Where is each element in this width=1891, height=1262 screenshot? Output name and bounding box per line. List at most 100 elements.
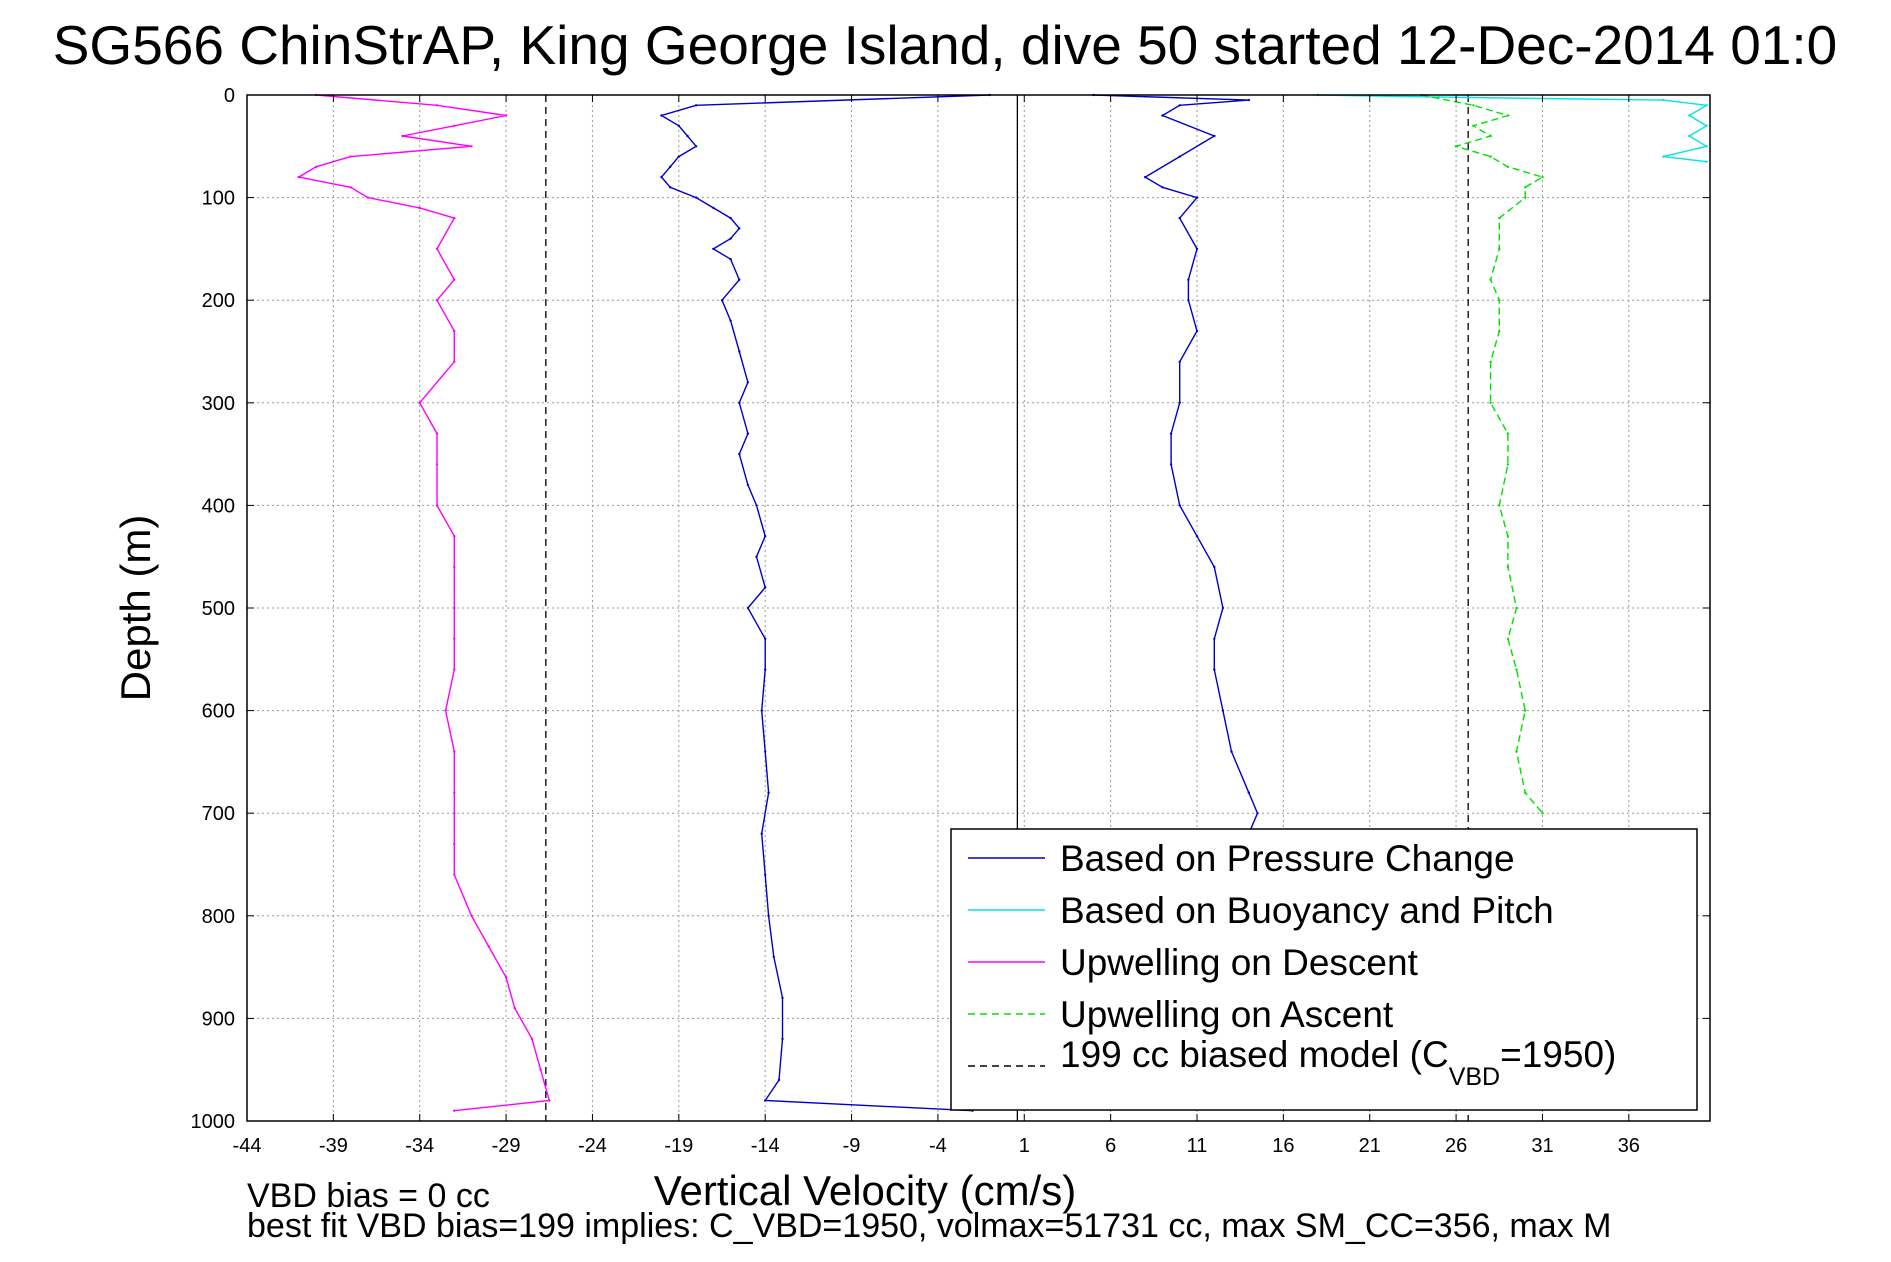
series-3-point-34: [487, 945, 490, 948]
series-1-point-27: [1256, 812, 1259, 815]
series-1-point-16: [1169, 432, 1173, 435]
series-0-point-25: [746, 483, 750, 487]
y-tick-label-5: 500: [202, 598, 235, 620]
x-tick-label-3: -29: [492, 1135, 521, 1157]
y-tick-label-6: 600: [202, 701, 235, 723]
series-4-point-17: [1489, 401, 1492, 404]
series-0-point-20: [738, 350, 741, 353]
series-lines: [296, 93, 1709, 1112]
series-0-point-10: [694, 196, 698, 199]
series-4-point-27: [1515, 750, 1518, 753]
series-2-point-7: [1705, 145, 1708, 148]
series-0-point-38: [767, 914, 770, 917]
series-0-point-8: [660, 175, 663, 179]
x-tick-label-16: 36: [1618, 1135, 1640, 1157]
series-3-point-25: [453, 637, 456, 640]
legend-model-tail: =1950): [1500, 1034, 1616, 1075]
series-3-point-14: [453, 278, 456, 281]
series-1-point-25: [1230, 750, 1233, 753]
series-1-point-13: [1195, 329, 1199, 333]
series-1-point-5: [1178, 155, 1181, 158]
y-tick-label-7: 700: [202, 803, 235, 825]
series-3-point-10: [366, 196, 370, 199]
series-4-point-15: [1498, 329, 1501, 333]
y-tick-label-0: 0: [224, 85, 235, 107]
series-3-point-29: [453, 791, 456, 794]
series-0-point-40: [781, 996, 784, 1000]
legend-box: [950, 828, 1698, 1111]
x-tick-label-10: 6: [1105, 1135, 1116, 1157]
series-0-point-16: [729, 258, 732, 261]
x-axis-label: Vertical Velocity (cm/s): [654, 1167, 1076, 1214]
series-1-point-11: [1187, 278, 1190, 281]
series-4-point-8: [1541, 175, 1544, 179]
series-4-point-16: [1489, 360, 1492, 363]
series-1-point-23: [1213, 668, 1216, 671]
series-0-point-7: [669, 165, 672, 168]
series-0-point-31: [764, 637, 767, 640]
series-3-point-19: [435, 432, 439, 435]
x-tick-label-14: 26: [1445, 1135, 1467, 1157]
axis-ticks: -44 -39 -34 -29 -24 -19 -14 -9 -4 1 6 11 16 21 26 31 360…: [191, 85, 1710, 1157]
series-0-point-19: [729, 319, 732, 322]
series-3-point-2: [504, 114, 508, 117]
series-4-point-11: [1498, 216, 1501, 220]
series-4-point-13: [1489, 278, 1492, 281]
series-3-point-20: [435, 463, 439, 466]
series-3-point-40: [453, 1109, 456, 1112]
legend-label-ascent: Upwelling on Ascent: [1060, 994, 1394, 1035]
legend-model-text: 199 cc biased model (C: [1060, 1034, 1449, 1075]
series-3-point-4: [401, 134, 404, 138]
series-2-point-9: [1705, 160, 1708, 163]
series-4-point-25: [1515, 668, 1518, 671]
series-0-point-24: [738, 452, 741, 456]
series-4-point-7: [1506, 165, 1510, 168]
series-0-point-34: [764, 750, 767, 753]
series-line-2: [1317, 94, 1709, 163]
series-0-point-6: [677, 155, 680, 158]
series-0-point-28: [755, 555, 758, 558]
series-1-point-8: [1195, 196, 1199, 199]
legend-label-buoyancy: Based on Buoyancy and Pitch: [1060, 890, 1554, 931]
series-4-point-1: [1472, 104, 1475, 107]
series-0-point-36: [760, 832, 763, 835]
series-1-point-26: [1247, 791, 1251, 794]
x-tick-label-1: -39: [319, 1135, 348, 1157]
series-3-point-13: [435, 247, 439, 251]
series-4-point-3: [1472, 124, 1475, 128]
series-1-point-12: [1187, 299, 1190, 302]
series-3-point-33: [470, 914, 473, 917]
best-fit-note: best fit VBD bias=199 implies: C_VBD=195…: [247, 1207, 1611, 1245]
legend-label-pressure: Based on Pressure Change: [1060, 838, 1515, 879]
series-3-point-24: [453, 606, 456, 610]
y-tick-label-2: 200: [202, 290, 235, 312]
series-3-point-38: [539, 1068, 542, 1071]
series-3-point-1: [435, 104, 439, 107]
series-4-point-23: [1515, 606, 1518, 610]
x-tick-label-9: 1: [1019, 1135, 1030, 1157]
series-2-point-6: [1688, 134, 1691, 138]
series-3-point-5: [470, 145, 473, 148]
series-3-point-28: [453, 750, 456, 753]
series-4-point-21: [1506, 535, 1510, 538]
series-3-point-6: [349, 155, 352, 158]
series-4-point-22: [1506, 565, 1510, 569]
series-0-point-14: [729, 237, 732, 240]
y-tick-label-1: 100: [202, 188, 235, 210]
series-1-point-3: [1161, 114, 1164, 117]
series-1-point-15: [1178, 401, 1181, 404]
series-3-point-32: [453, 873, 456, 876]
series-4-point-4: [1489, 134, 1492, 138]
series-3-point-7: [314, 165, 318, 168]
series-2-point-8: [1662, 155, 1665, 158]
series-0-point-12: [729, 216, 732, 220]
series-1-point-20: [1213, 565, 1216, 569]
series-0-point-15: [712, 247, 715, 251]
series-0-point-32: [764, 668, 767, 671]
series-0-point-39: [772, 955, 775, 958]
y-tick-label-3: 300: [202, 393, 235, 415]
series-0-point-26: [755, 504, 758, 507]
series-1-point-1: [1247, 98, 1251, 102]
x-tick-label-13: 21: [1359, 1135, 1381, 1157]
